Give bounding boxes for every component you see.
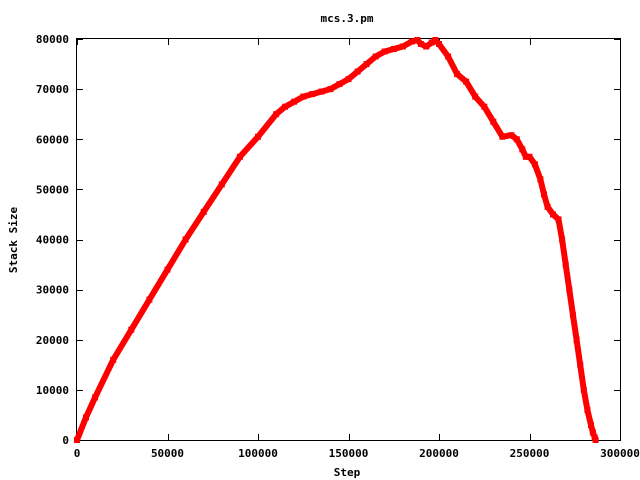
x-tick-label: 250000 [510, 447, 550, 460]
x-tick-label: 100000 [238, 447, 278, 460]
data-point [589, 429, 596, 436]
data-point [146, 296, 153, 303]
data-point [399, 43, 406, 50]
y-tick-label: 0 [62, 434, 69, 447]
x-tick-label: 150000 [329, 447, 369, 460]
y-axis-label: Stack Size [7, 207, 20, 274]
data-point [354, 68, 361, 75]
chart-title: mcs.3.pm [321, 12, 374, 25]
data-point [569, 311, 576, 318]
data-point [92, 394, 99, 401]
data-point [255, 133, 261, 140]
data-point [423, 43, 430, 50]
data-point [436, 41, 442, 47]
data-point [318, 88, 325, 95]
data-point [559, 236, 566, 243]
data-point [519, 146, 526, 153]
data-point [499, 133, 506, 140]
data-point [282, 103, 289, 110]
data-point [454, 71, 461, 78]
series-layer [74, 37, 599, 443]
data-point [309, 91, 316, 98]
data-point [432, 37, 439, 43]
data-point [531, 161, 538, 168]
data-point [573, 336, 580, 343]
x-tick-label: 0 [74, 447, 81, 460]
data-point [291, 98, 298, 105]
x-tick-label: 200000 [419, 447, 459, 460]
data-point [584, 406, 591, 413]
data-point [164, 266, 171, 273]
data-point [414, 37, 421, 43]
data-point [490, 118, 497, 125]
plot-frame [76, 38, 621, 441]
data-point [74, 437, 80, 443]
data-point [182, 236, 189, 243]
y-tick-label: 40000 [36, 234, 69, 247]
y-tick-label: 10000 [36, 384, 69, 397]
data-point [300, 93, 307, 100]
data-point [336, 81, 343, 88]
data-point [273, 111, 280, 118]
data-point [537, 176, 544, 183]
data-point [577, 361, 584, 368]
data-point [592, 437, 599, 443]
data-point [555, 216, 562, 223]
data-point [588, 422, 594, 428]
data-point [363, 61, 370, 68]
data-point [417, 41, 424, 47]
series-line [74, 37, 599, 443]
data-point [580, 386, 587, 393]
data-point [218, 181, 225, 188]
y-tick-label: 30000 [36, 284, 69, 297]
x-axis-label: Step [334, 466, 361, 479]
y-tick-label: 20000 [36, 334, 69, 347]
data-point [83, 414, 89, 421]
x-axis: 0 50000 100000 150000 200000 250000 300000 [74, 39, 640, 460]
x-tick-label: 50000 [151, 447, 184, 460]
x-tick-label: 300000 [600, 447, 640, 460]
data-point [562, 261, 569, 268]
data-point [110, 356, 117, 363]
y-axis: 0 10000 20000 30000 40000 50000 60000 70000 8000… [36, 33, 620, 447]
y-tick-label: 80000 [36, 33, 69, 46]
data-point [381, 48, 388, 55]
data-point [390, 46, 397, 52]
data-point [445, 53, 452, 60]
data-point [508, 132, 515, 139]
data-point [541, 191, 547, 198]
data-point [566, 286, 573, 293]
data-point [200, 208, 207, 215]
data-point [327, 86, 334, 93]
data-point [408, 38, 415, 45]
data-point [472, 93, 479, 100]
data-point [544, 203, 551, 210]
y-tick-label: 60000 [36, 133, 69, 146]
data-point [345, 76, 352, 83]
data-point [513, 136, 520, 143]
data-point [128, 326, 135, 333]
y-tick-label: 70000 [36, 83, 69, 96]
data-point [522, 153, 529, 160]
data-point [428, 39, 435, 46]
data-point [372, 53, 379, 60]
data-point [481, 103, 488, 110]
data-point [526, 153, 533, 160]
data-point [236, 153, 243, 160]
y-tick-label: 50000 [36, 183, 69, 196]
data-point [550, 211, 556, 218]
data-point [463, 78, 470, 85]
